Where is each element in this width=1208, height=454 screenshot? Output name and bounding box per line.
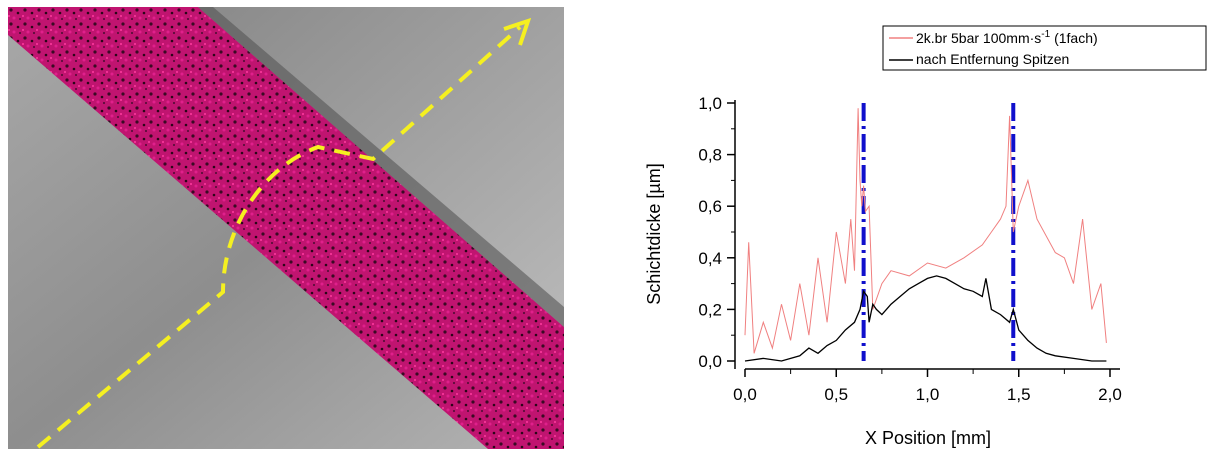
- x-axis-label: X Position [mm]: [865, 428, 991, 448]
- series-layer: [744, 108, 1107, 362]
- coated-sample-photo: [8, 7, 564, 449]
- y-tick-label: 0,8: [698, 146, 722, 165]
- y-tick-label: 0,2: [698, 300, 722, 319]
- measurement-path-line: [36, 25, 522, 449]
- series-clean-line: [744, 275, 1107, 362]
- y-axis-label: Schichtdicke [µm]: [644, 163, 664, 304]
- thickness-chart: 0,0 0,5 1,0 1,5 2,0 0,0 0,2 0,4 0,6 0,8 1,0 X Pos…: [644, 25, 1207, 448]
- legend: 2k.br 5bar 100mm·s-1 (1fach) nach Entfer…: [882, 25, 1207, 71]
- legend-box: [882, 25, 1207, 71]
- coating-band: [8, 7, 564, 449]
- x-tick-label: 0,5: [824, 385, 848, 404]
- arrow-head-icon: [503, 17, 532, 46]
- x-tick-label: 1,0: [916, 385, 940, 404]
- x-ticks: 0,0 0,5 1,0 1,5 2,0: [733, 369, 1122, 404]
- y-tick-label: 0,6: [698, 197, 722, 216]
- legend-label-raw: 2k.br 5bar 100mm·s-1 (1fach): [916, 29, 1098, 46]
- y-tick-label: 0,0: [698, 352, 722, 371]
- x-tick-label: 1,5: [1007, 385, 1031, 404]
- y-ticks: 0,0 0,2 0,4 0,6 0,8 1,0: [698, 94, 735, 371]
- legend-label-clean: nach Entfernung Spitzen: [916, 51, 1069, 67]
- plot-area: [744, 103, 1107, 362]
- series-raw-line: [744, 108, 1107, 354]
- coating-edge-shadow: [198, 7, 564, 327]
- y-tick-label: 0,4: [698, 249, 722, 268]
- x-tick-label: 0,0: [733, 385, 757, 404]
- x-tick-label: 2,0: [1098, 385, 1122, 404]
- y-tick-label: 1,0: [698, 94, 722, 113]
